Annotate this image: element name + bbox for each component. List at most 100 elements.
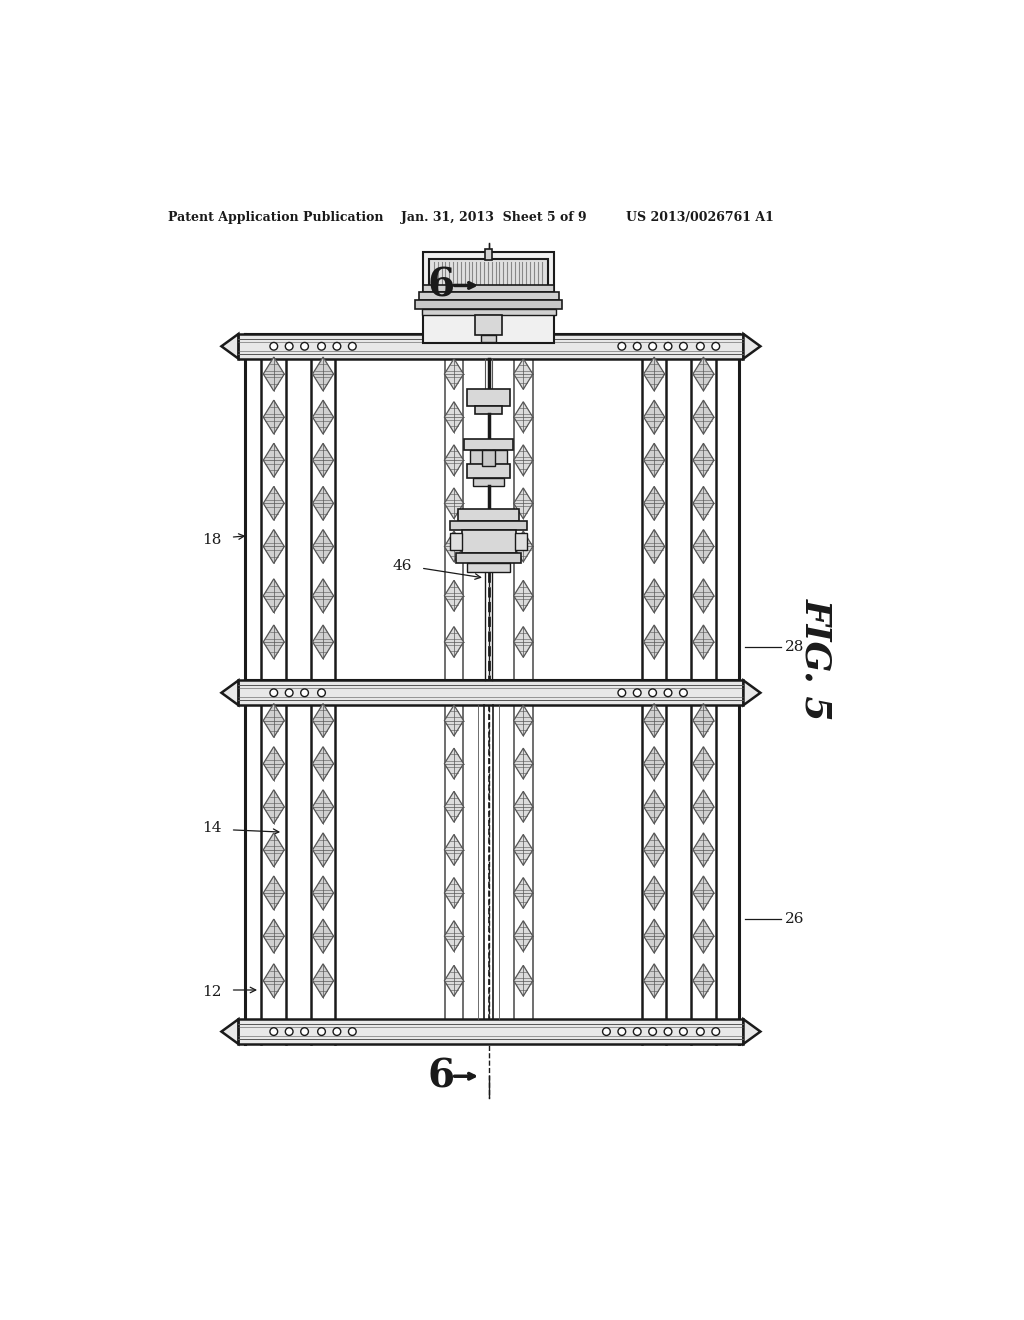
Polygon shape (444, 488, 464, 519)
Text: 28: 28 (785, 640, 805, 655)
Polygon shape (514, 965, 532, 997)
Polygon shape (644, 358, 665, 391)
Text: 14: 14 (202, 821, 221, 836)
Circle shape (665, 1028, 672, 1035)
Polygon shape (644, 400, 665, 434)
Polygon shape (444, 705, 464, 737)
Circle shape (270, 1028, 278, 1035)
Bar (239, 681, 743, 705)
Circle shape (665, 342, 672, 350)
Polygon shape (644, 529, 665, 564)
Bar (475, 315, 503, 335)
Circle shape (270, 342, 278, 350)
Polygon shape (263, 833, 285, 867)
Polygon shape (312, 747, 334, 780)
Polygon shape (444, 401, 464, 433)
Polygon shape (312, 964, 334, 998)
Polygon shape (444, 878, 464, 908)
Polygon shape (312, 626, 334, 659)
Circle shape (617, 689, 626, 697)
Polygon shape (263, 529, 285, 564)
Circle shape (270, 689, 278, 697)
Polygon shape (644, 789, 665, 824)
Circle shape (348, 1028, 356, 1035)
Bar (484, 249, 493, 260)
Bar (464, 440, 513, 450)
Circle shape (665, 689, 672, 697)
Polygon shape (444, 748, 464, 779)
Bar (422, 309, 556, 315)
Text: 6: 6 (427, 1057, 455, 1096)
Polygon shape (514, 627, 532, 657)
Polygon shape (644, 919, 665, 953)
Polygon shape (221, 681, 239, 705)
Polygon shape (693, 964, 714, 998)
Polygon shape (444, 359, 464, 389)
Bar (239, 334, 743, 359)
Polygon shape (312, 529, 334, 564)
Circle shape (696, 1028, 705, 1035)
Polygon shape (263, 400, 285, 434)
Bar (462, 531, 515, 553)
Bar (423, 285, 554, 293)
Polygon shape (693, 919, 714, 953)
Circle shape (286, 1028, 293, 1035)
Bar (451, 533, 463, 550)
Circle shape (333, 342, 341, 350)
Circle shape (286, 689, 293, 697)
Polygon shape (221, 334, 239, 359)
Polygon shape (693, 789, 714, 824)
Text: FIG. 5: FIG. 5 (799, 598, 833, 721)
Polygon shape (644, 876, 665, 909)
Bar (475, 407, 503, 414)
Polygon shape (444, 792, 464, 822)
Polygon shape (644, 964, 665, 998)
Polygon shape (263, 487, 285, 520)
Bar (458, 508, 519, 521)
Polygon shape (693, 529, 714, 564)
Bar (419, 293, 559, 300)
Polygon shape (693, 358, 714, 391)
Polygon shape (514, 705, 532, 737)
Polygon shape (693, 487, 714, 520)
Polygon shape (444, 627, 464, 657)
Polygon shape (312, 919, 334, 953)
Polygon shape (743, 681, 761, 705)
Polygon shape (693, 704, 714, 738)
Polygon shape (514, 878, 532, 908)
Polygon shape (312, 487, 334, 520)
Polygon shape (693, 833, 714, 867)
Circle shape (317, 342, 326, 350)
Polygon shape (743, 1019, 761, 1044)
Circle shape (317, 689, 326, 697)
Circle shape (286, 342, 293, 350)
Polygon shape (644, 487, 665, 520)
Circle shape (617, 1028, 626, 1035)
Circle shape (617, 342, 626, 350)
Circle shape (301, 1028, 308, 1035)
Circle shape (301, 689, 308, 697)
Polygon shape (644, 833, 665, 867)
Polygon shape (312, 876, 334, 909)
Circle shape (649, 342, 656, 350)
Circle shape (634, 1028, 641, 1035)
Polygon shape (263, 876, 285, 909)
Bar (492, 450, 507, 465)
Bar (481, 335, 497, 342)
Polygon shape (444, 834, 464, 866)
Polygon shape (514, 921, 532, 952)
Bar (515, 533, 527, 550)
Bar (470, 450, 485, 465)
Circle shape (680, 342, 687, 350)
Polygon shape (312, 444, 334, 478)
Polygon shape (693, 747, 714, 780)
Bar (423, 252, 554, 343)
Text: 12: 12 (202, 985, 221, 998)
Text: 18: 18 (202, 532, 221, 546)
Polygon shape (444, 921, 464, 952)
Text: 6: 6 (427, 267, 455, 305)
Polygon shape (693, 876, 714, 909)
Circle shape (602, 1028, 610, 1035)
Polygon shape (514, 748, 532, 779)
Bar (416, 300, 562, 309)
